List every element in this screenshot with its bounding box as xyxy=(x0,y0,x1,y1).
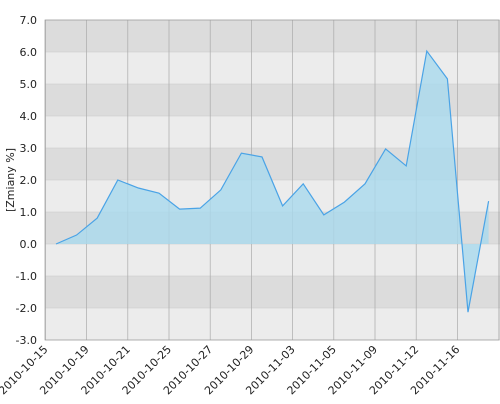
y-tick-label: 5.0 xyxy=(20,78,38,91)
y-axis-label: [Zmiany %] xyxy=(4,148,17,212)
y-tick-label: 3.0 xyxy=(20,142,38,155)
y-tick-label: -3.0 xyxy=(16,334,37,347)
y-tick-label: 1.0 xyxy=(20,206,38,219)
y-tick-label: -1.0 xyxy=(16,270,37,283)
plot-frame xyxy=(44,19,500,341)
y-tick-label: 6.0 xyxy=(20,46,38,59)
grid-band xyxy=(45,276,500,308)
y-tick-label: 0.0 xyxy=(20,238,38,251)
y-tick-label: -2.0 xyxy=(16,302,37,315)
grid-band xyxy=(45,20,500,52)
y-tick-label: 7.0 xyxy=(20,14,38,27)
y-tick-label: 4.0 xyxy=(20,110,38,123)
y-tick-label: 2.0 xyxy=(20,174,38,187)
grid-band xyxy=(45,244,500,276)
grid-band xyxy=(45,308,500,340)
area-line xyxy=(55,49,490,313)
